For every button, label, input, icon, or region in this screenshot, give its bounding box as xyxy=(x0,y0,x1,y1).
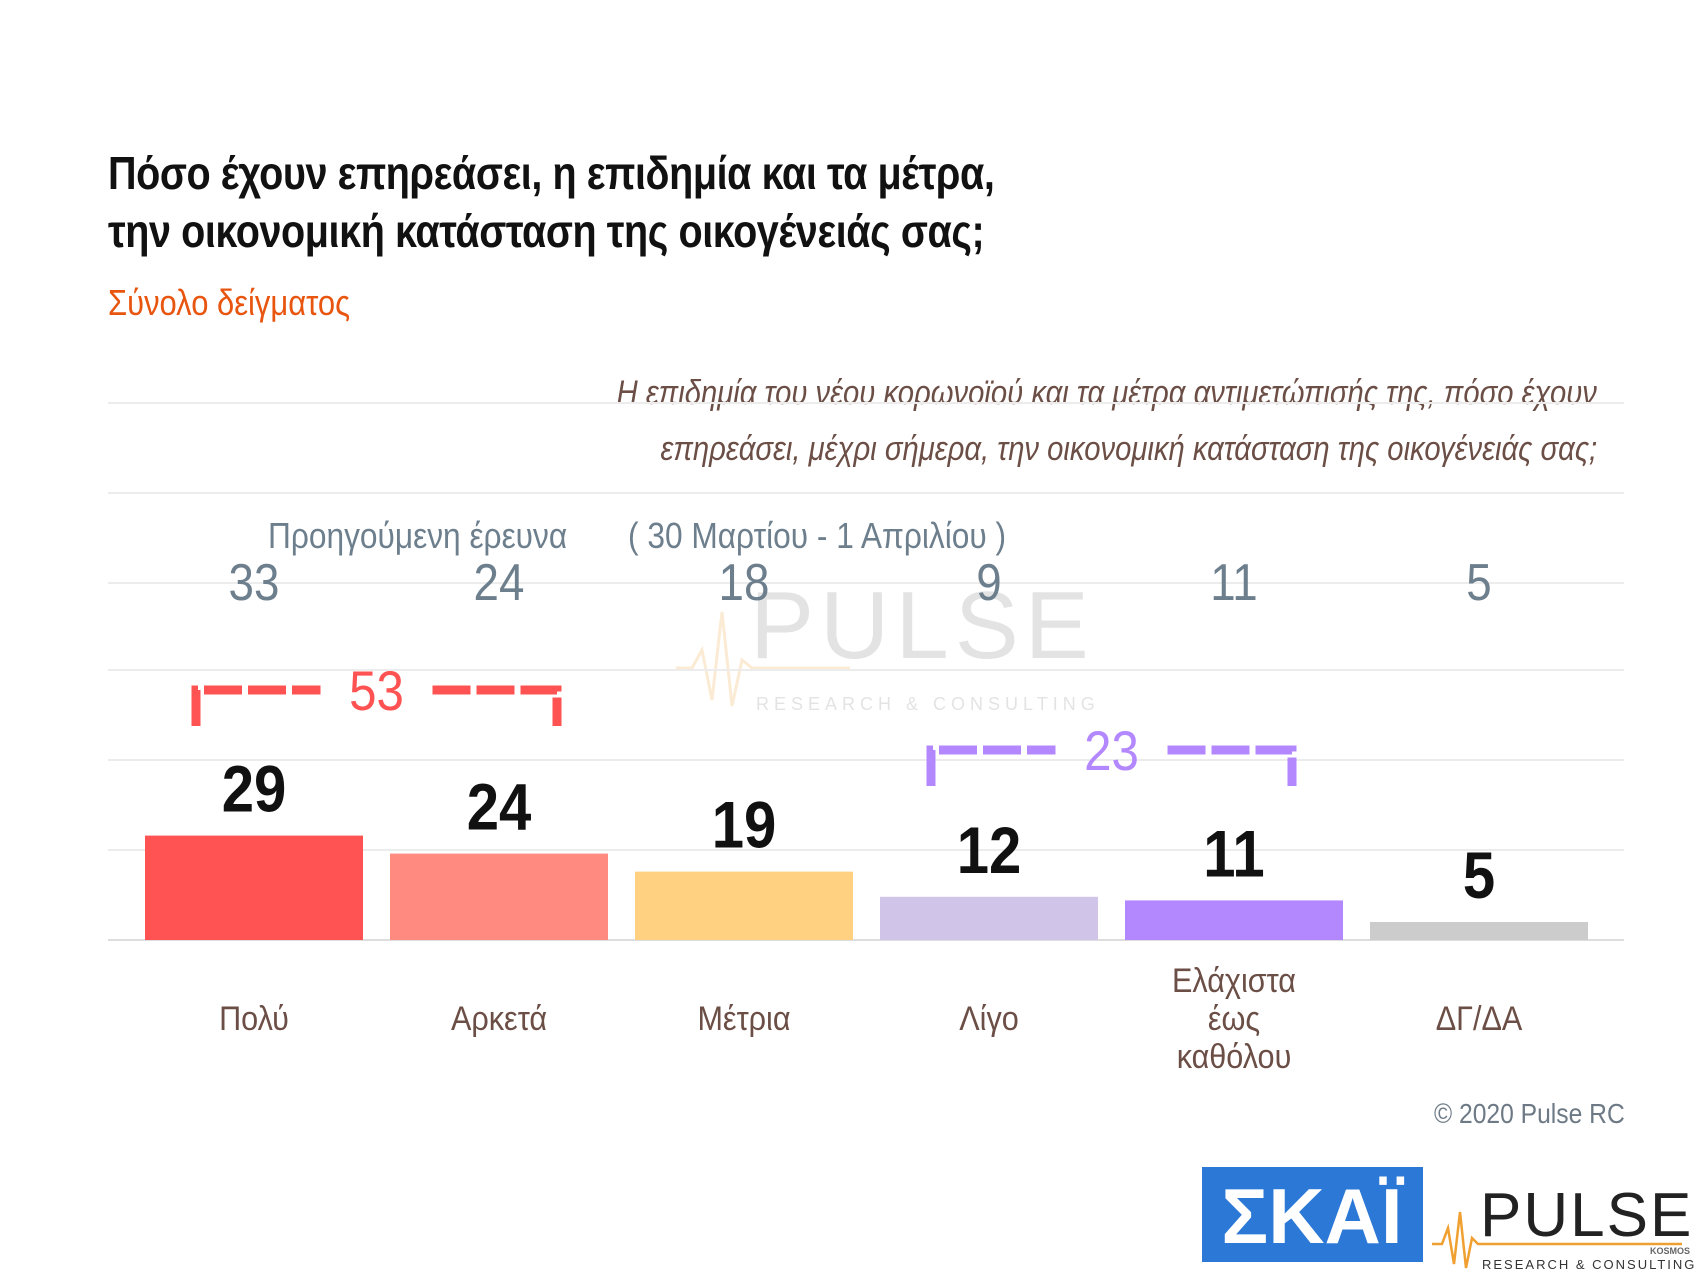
group-bracket-left xyxy=(191,685,321,726)
gridlines xyxy=(108,402,1624,941)
copyright: © 2020 Pulse RC xyxy=(1434,1098,1625,1129)
previous-value-label: 9 xyxy=(976,554,1001,611)
value-label: 5 xyxy=(1463,840,1495,913)
group-bracket-right xyxy=(1167,745,1297,786)
bar-0 xyxy=(145,835,363,940)
chart-title-line1: Πόσο έχουν επηρεάσει, η επιδημία και τα … xyxy=(108,147,995,199)
bar-5 xyxy=(1370,922,1588,940)
category-label: ΔΓ/ΔΑ xyxy=(1436,1000,1523,1038)
category-label: έως xyxy=(1208,1000,1260,1038)
group-bracket-left xyxy=(926,745,1056,786)
skai-logo-text: ΣΚΑΪ xyxy=(1221,1172,1404,1260)
value-label: 12 xyxy=(957,814,1022,887)
watermark-tagline-text: RESEARCH & CONSULTING xyxy=(756,694,1100,714)
chart-subtitle: Σύνολο δείγματος xyxy=(108,282,351,323)
group-total-label: 23 xyxy=(1084,720,1139,783)
bar-2 xyxy=(635,871,853,940)
category-label: Πολύ xyxy=(219,1000,289,1038)
previous-value-label: 11 xyxy=(1210,554,1258,611)
bar-4 xyxy=(1125,900,1343,940)
previous-survey-dates: ( 30 Μαρτίου - 1 Απριλίου ) xyxy=(628,516,1006,556)
pulse-logo-text: PULSE xyxy=(1480,1181,1693,1250)
category-label: Ελάχιστα xyxy=(1172,962,1296,1000)
question-line1: Η επιδημία του νέου κορωνοϊού και τα μέτ… xyxy=(616,374,1597,412)
previous-value-label: 5 xyxy=(1466,554,1491,611)
chart-title-line2: την οικονομική κατάσταση της οικογένειάς… xyxy=(108,205,985,257)
value-labels: 29 24 19 12 11 5 xyxy=(222,753,1495,913)
category-label: Μέτρια xyxy=(697,1000,790,1038)
value-label: 19 xyxy=(712,789,777,862)
watermark-pulse-text: PULSE xyxy=(750,572,1095,679)
previous-value-label: 24 xyxy=(474,554,525,611)
pulse-watermark: PULSE RESEARCH & CONSULTING xyxy=(676,572,1100,714)
group-bracket-right xyxy=(432,685,562,726)
previous-value-label: 33 xyxy=(229,554,280,611)
category-label: Αρκετά xyxy=(451,1000,547,1038)
bars xyxy=(145,835,1588,940)
bar-1 xyxy=(390,853,608,940)
category-label: καθόλου xyxy=(1177,1038,1292,1076)
group-total-label: 53 xyxy=(349,660,404,723)
value-label: 11 xyxy=(1203,818,1264,891)
value-label: 29 xyxy=(222,753,287,826)
pulse-logo-small: KOSMOS xyxy=(1650,1246,1690,1256)
bar-3 xyxy=(880,896,1098,940)
previous-values: 33 24 18 9 11 5 xyxy=(229,554,1492,611)
skai-logo: ΣΚΑΪ xyxy=(1202,1167,1423,1262)
previous-value-label: 18 xyxy=(719,554,770,611)
value-label: 24 xyxy=(467,771,532,844)
previous-survey-label: Προηγούμενη έρευνα xyxy=(268,516,567,556)
pulse-logo-tagline: RESEARCH & CONSULTING xyxy=(1482,1257,1694,1272)
category-label: Λίγο xyxy=(959,1000,1019,1038)
pulse-logo: PULSE KOSMOS RESEARCH & CONSULTING xyxy=(1432,1172,1694,1272)
question-line2: επηρεάσει, μέχρι σήμερα, την οικονομική … xyxy=(660,430,1597,468)
group-brackets: 53 23 xyxy=(191,660,1297,786)
